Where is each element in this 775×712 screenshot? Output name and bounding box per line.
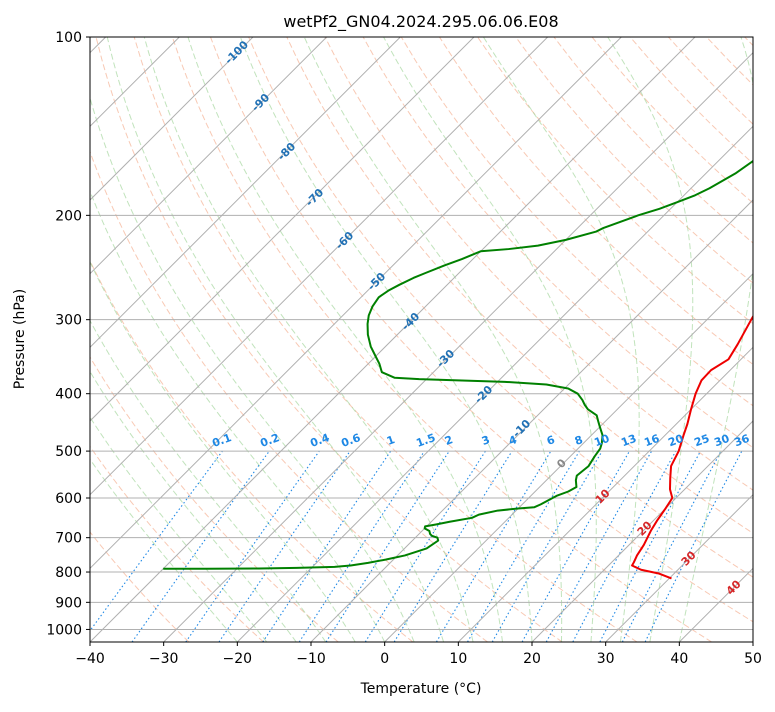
x-tick-label: 50 <box>744 651 762 667</box>
x-tick-label: −40 <box>75 651 105 667</box>
x-tick-label: 0 <box>380 651 389 667</box>
y-tick-label: 700 <box>55 531 82 547</box>
x-axis-label: Temperature (°C) <box>360 681 482 697</box>
x-tick-label: −20 <box>223 651 253 667</box>
y-tick-label: 100 <box>55 30 82 46</box>
y-axis-label: Pressure (hPa) <box>12 289 28 389</box>
chart-title: wetPf2_GN04.2024.295.06.06.E08 <box>283 12 558 32</box>
y-tick-label: 200 <box>55 208 82 224</box>
x-tick-label: −30 <box>149 651 179 667</box>
y-tick-label: 800 <box>55 565 82 581</box>
x-tick-label: 40 <box>670 651 688 667</box>
y-tick-label: 600 <box>55 491 82 507</box>
x-tick-label: 10 <box>449 651 467 667</box>
y-tick-label: 1000 <box>46 622 82 638</box>
y-tick-label: 400 <box>55 387 82 403</box>
x-tick-label: 20 <box>523 651 541 667</box>
y-tick-label: 500 <box>55 444 82 460</box>
x-tick-label: 30 <box>597 651 615 667</box>
y-tick-label: 900 <box>55 595 82 611</box>
x-tick-label: −10 <box>296 651 326 667</box>
y-tick-label: 300 <box>55 313 82 329</box>
